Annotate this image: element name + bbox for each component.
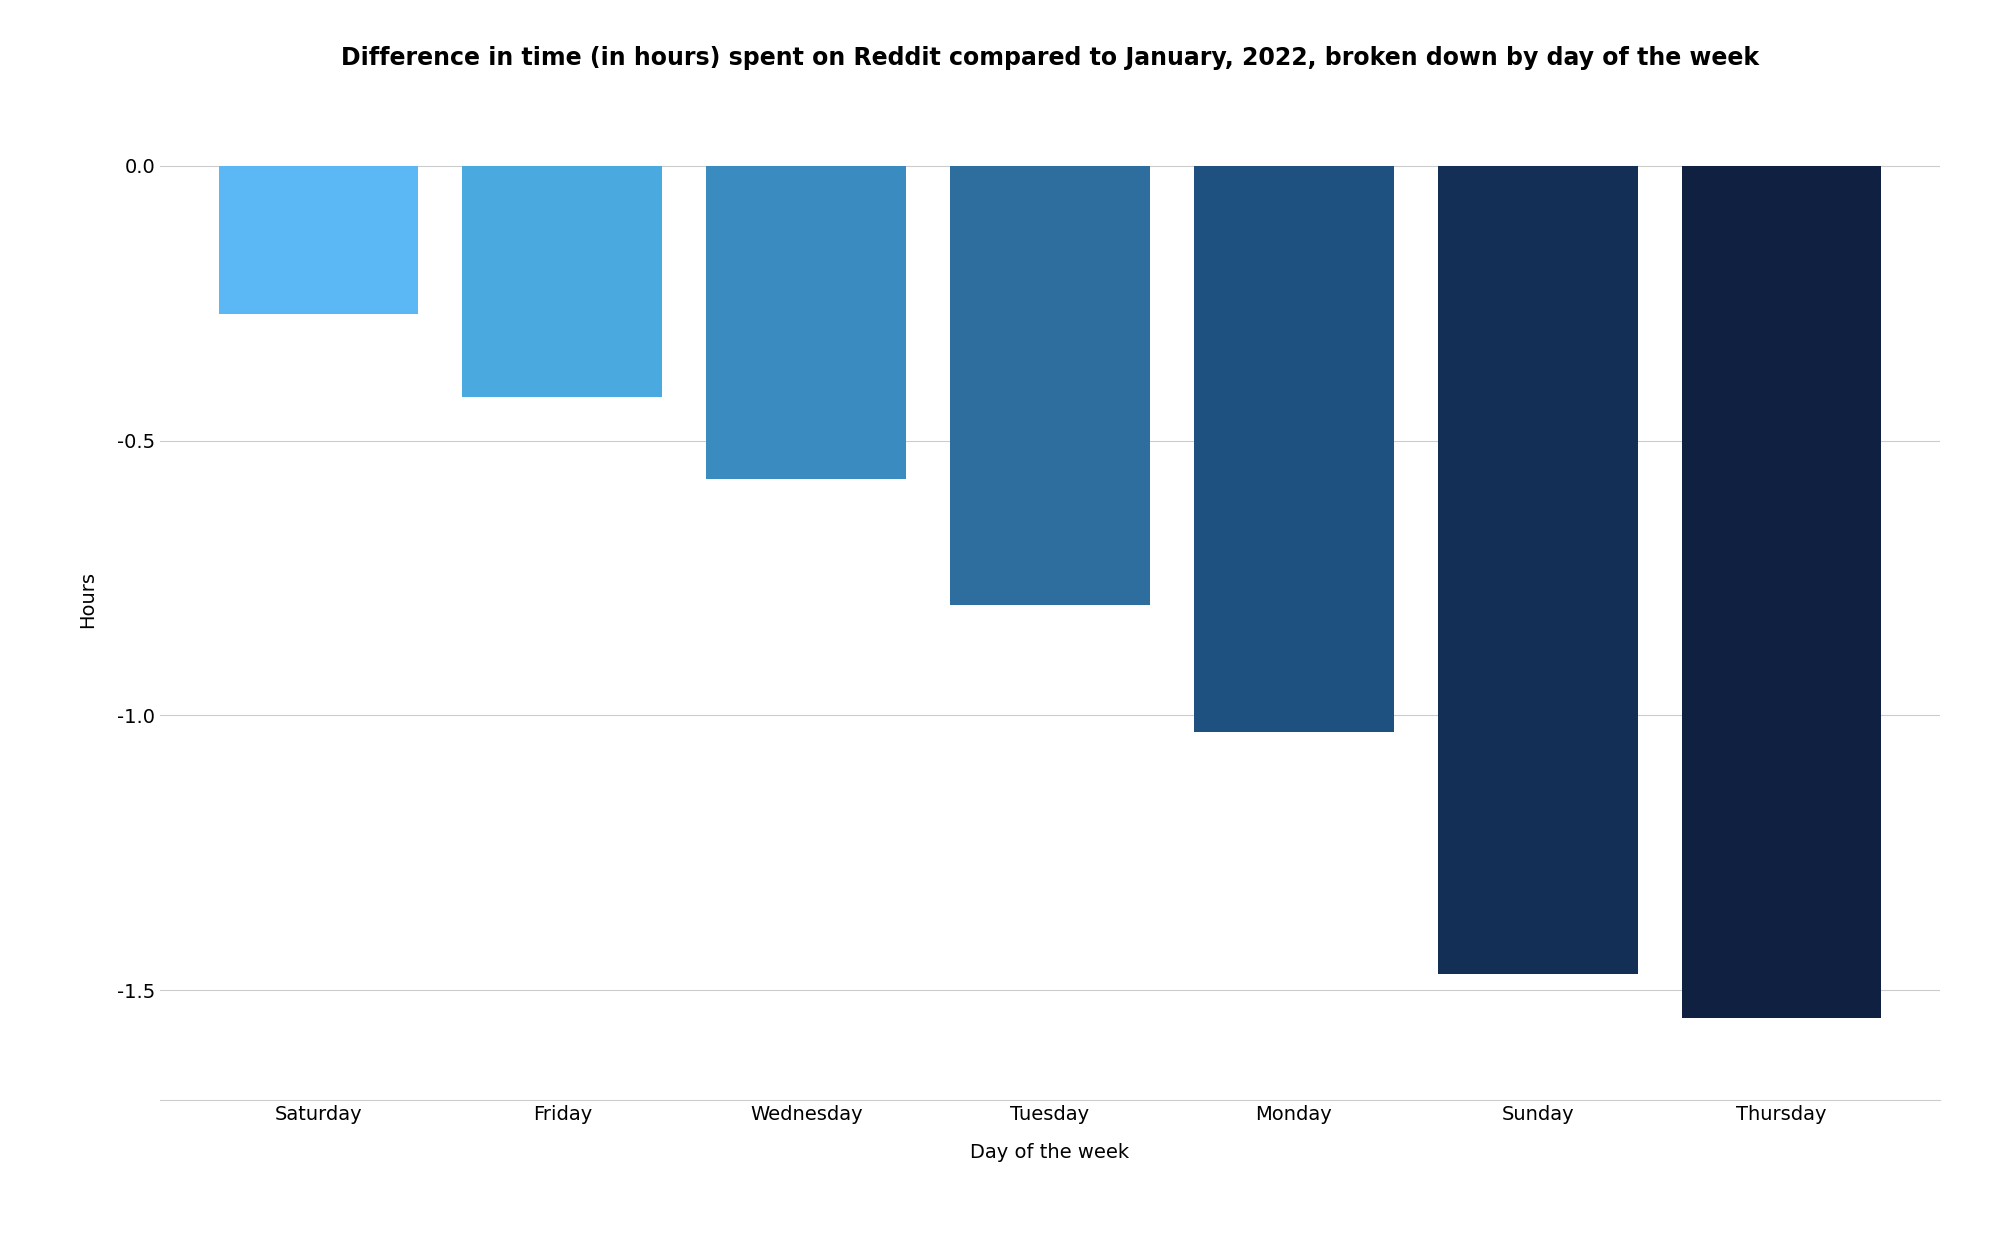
Bar [950,166,1150,605]
Title: Difference in time (in hours) spent on Reddit compared to January, 2022, broken : Difference in time (in hours) spent on R… [340,46,1760,70]
Bar [1682,166,1882,1017]
X-axis label: Day of the week: Day of the week [970,1144,1130,1162]
Bar [218,166,418,314]
Bar [1194,166,1394,731]
Bar [706,166,906,479]
Bar [462,166,662,396]
Y-axis label: Hours: Hours [78,571,98,629]
Bar [1438,166,1638,974]
